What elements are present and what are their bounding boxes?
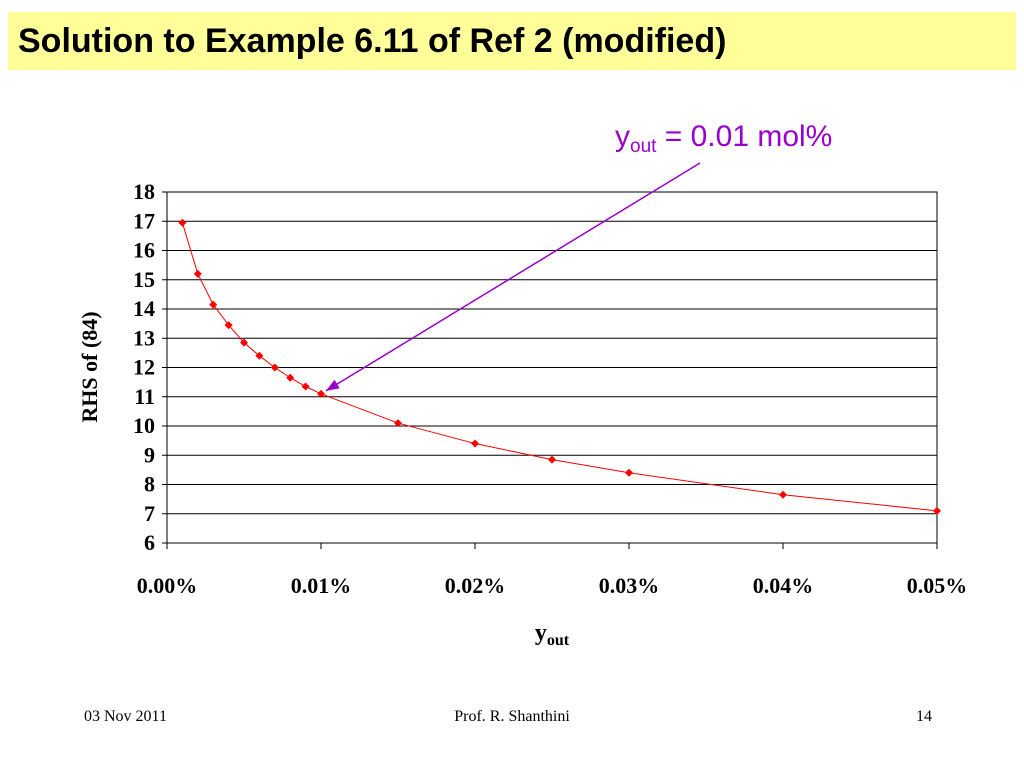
series-line: [181, 222, 938, 512]
y-tick-label: 13: [133, 325, 155, 350]
y-tick-label: 17: [133, 208, 155, 233]
data-point: [317, 389, 325, 398]
x-tick-label: 0.02%: [445, 573, 506, 598]
data-point: [301, 382, 310, 391]
annotation-main: y: [615, 120, 630, 153]
data-point: [933, 506, 941, 515]
data-point: [224, 321, 233, 330]
data-point: [286, 373, 295, 382]
y-tick-label: 7: [144, 501, 155, 526]
y-tick-label: 14: [133, 296, 155, 321]
slide-title: Solution to Example 6.11 of Ref 2 (modif…: [18, 22, 727, 60]
data-point: [779, 490, 787, 499]
plot-area-border: [166, 191, 938, 544]
title-bar: Solution to Example 6.11 of Ref 2 (modif…: [8, 12, 1016, 70]
footer-author: Prof. R. Shanthini: [454, 708, 570, 725]
y-tick-label: 15: [133, 267, 155, 292]
data-point: [471, 439, 479, 448]
data-point: [209, 300, 218, 309]
y-tick-label: 6: [144, 530, 155, 555]
footer-date: 03 Nov 2011: [84, 708, 167, 725]
x-axis-label: yout: [0, 620, 1024, 650]
annotation-sub: out: [630, 136, 657, 157]
x-axis-label-sub: out: [546, 632, 570, 649]
data-point: [270, 363, 279, 372]
footer-page-number: 14: [916, 708, 932, 725]
data-point: [240, 338, 248, 347]
x-axis-label-main: y: [534, 620, 547, 646]
data-point: [178, 218, 187, 227]
x-tick-label: 0.01%: [291, 573, 352, 598]
annotation-label: yout = 0.01 mol%: [615, 120, 832, 158]
y-axis-label: RHS of (84): [77, 311, 102, 423]
data-point: [548, 455, 556, 464]
y-tick-label: 9: [144, 442, 155, 467]
annotation-arrowhead: [326, 379, 340, 391]
y-tick-label: 8: [144, 472, 155, 497]
annotation-rest: = 0.01 mol%: [656, 120, 833, 153]
x-tick-label: 0.00%: [137, 573, 198, 598]
y-tick-label: 16: [133, 238, 155, 263]
data-point: [394, 419, 402, 428]
x-tick-label: 0.03%: [599, 573, 660, 598]
y-tick-label: 12: [133, 355, 155, 380]
y-tick-label: 11: [134, 384, 155, 409]
data-point: [255, 351, 264, 360]
y-tick-label: 10: [133, 413, 155, 438]
x-tick-label: 0.05%: [907, 573, 968, 598]
y-tick-label: 18: [133, 179, 155, 204]
data-point: [625, 468, 633, 477]
annotation-arrow-line: [325, 162, 701, 392]
x-tick-label: 0.04%: [753, 573, 814, 598]
data-point: [193, 269, 202, 278]
